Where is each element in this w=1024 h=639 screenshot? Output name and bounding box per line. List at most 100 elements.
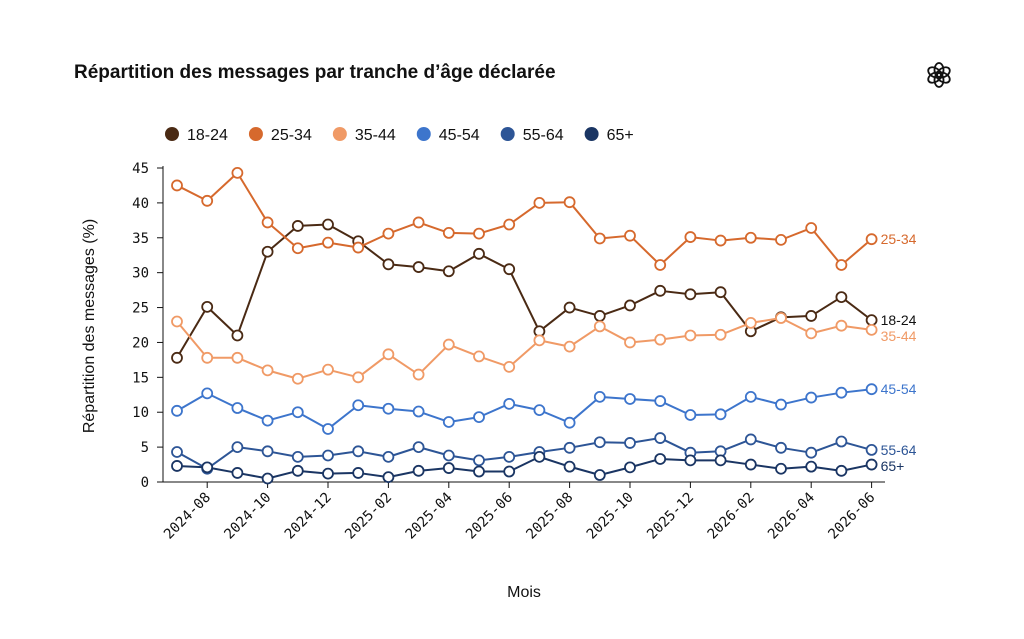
- data-point: [201, 461, 214, 474]
- data-point: [503, 263, 516, 276]
- data-point: [382, 227, 395, 240]
- data-point: [865, 233, 878, 246]
- data-point: [231, 166, 244, 179]
- data-point: [563, 340, 576, 353]
- openai-logo-icon: [927, 62, 951, 88]
- data-point: [654, 453, 667, 465]
- x-tick-label: 2026-04: [765, 490, 818, 543]
- data-point: [744, 433, 757, 446]
- series-45-54: [171, 383, 878, 435]
- data-point: [744, 317, 757, 329]
- data-point: [684, 409, 697, 421]
- data-point: [291, 450, 304, 463]
- data-point: [775, 398, 787, 411]
- data-point: [352, 445, 365, 458]
- data-point: [503, 465, 516, 478]
- y-tick-label: 25: [132, 301, 149, 317]
- data-point: [654, 432, 667, 444]
- x-axis-title: Mois: [507, 584, 541, 601]
- y-axis-title: Répartition des messages (%): [81, 219, 98, 433]
- data-point: [744, 231, 757, 244]
- data-point: [231, 351, 244, 364]
- data-point: [171, 179, 183, 192]
- data-point: [865, 444, 878, 456]
- y-tick-label: 10: [132, 405, 149, 421]
- data-point: [684, 231, 697, 243]
- data-point: [473, 350, 485, 363]
- data-point: [744, 390, 757, 403]
- data-point: [261, 414, 274, 427]
- data-point: [322, 218, 334, 231]
- data-point: [322, 449, 334, 462]
- chart-title: Répartition des messages par tranche d’â…: [74, 62, 556, 83]
- data-point: [714, 234, 727, 247]
- data-point: [775, 462, 787, 475]
- data-point: [835, 464, 848, 477]
- data-point: [322, 236, 334, 249]
- data-point: [805, 310, 818, 322]
- data-point: [231, 467, 244, 479]
- x-tick-label: 2024-10: [221, 490, 274, 543]
- y-tick-label: 30: [132, 266, 149, 282]
- data-point: [593, 390, 606, 403]
- data-point: [714, 328, 727, 341]
- series-line: [176, 171, 873, 266]
- data-point: [171, 351, 183, 364]
- data-point: [231, 329, 244, 342]
- data-point: [503, 360, 516, 373]
- data-point: [865, 458, 878, 471]
- data-point: [442, 449, 455, 462]
- data-point: [654, 259, 667, 271]
- data-point: [865, 383, 878, 396]
- data-point: [805, 391, 818, 404]
- data-point: [322, 363, 334, 376]
- x-tick-label: 2026-02: [705, 490, 758, 543]
- data-point: [382, 348, 395, 361]
- data-point: [624, 336, 636, 349]
- x-tick-label: 2025-04: [403, 490, 456, 543]
- series-25-34: [171, 166, 878, 271]
- data-point: [231, 441, 244, 454]
- data-point: [503, 397, 516, 410]
- end-label: 55-64: [881, 442, 917, 458]
- data-point: [412, 464, 425, 477]
- data-point: [624, 437, 636, 449]
- data-point: [442, 462, 455, 474]
- legend-label: 45-54: [439, 127, 480, 144]
- legend-item: 45-54: [416, 127, 480, 144]
- x-tick-label: 2025-08: [523, 490, 576, 543]
- data-point: [473, 247, 485, 260]
- data-point: [744, 458, 757, 471]
- data-point: [442, 226, 455, 239]
- data-point: [684, 288, 697, 301]
- data-point: [473, 465, 485, 478]
- data-point: [593, 310, 606, 322]
- data-point: [352, 467, 365, 479]
- data-point: [473, 454, 485, 467]
- data-point: [412, 441, 425, 454]
- data-point: [171, 315, 183, 328]
- data-point: [593, 320, 606, 333]
- legend-item: 18-24: [165, 127, 228, 144]
- data-point: [654, 395, 667, 407]
- series-line: [176, 388, 872, 430]
- legend-label: 55-64: [523, 127, 564, 144]
- legend-label: 18-24: [187, 127, 228, 144]
- data-point: [352, 399, 365, 412]
- data-point: [654, 333, 667, 346]
- data-point: [291, 242, 304, 255]
- data-point: [201, 351, 214, 364]
- end-label: 35-44: [881, 328, 917, 344]
- data-point: [412, 405, 425, 418]
- data-point: [201, 387, 214, 400]
- data-point: [503, 450, 516, 463]
- data-point: [442, 265, 455, 278]
- data-point: [865, 323, 878, 336]
- end-label: 25-34: [881, 231, 917, 247]
- data-point: [412, 216, 425, 229]
- data-point: [835, 291, 848, 303]
- series-line: [176, 223, 873, 359]
- data-point: [714, 408, 727, 421]
